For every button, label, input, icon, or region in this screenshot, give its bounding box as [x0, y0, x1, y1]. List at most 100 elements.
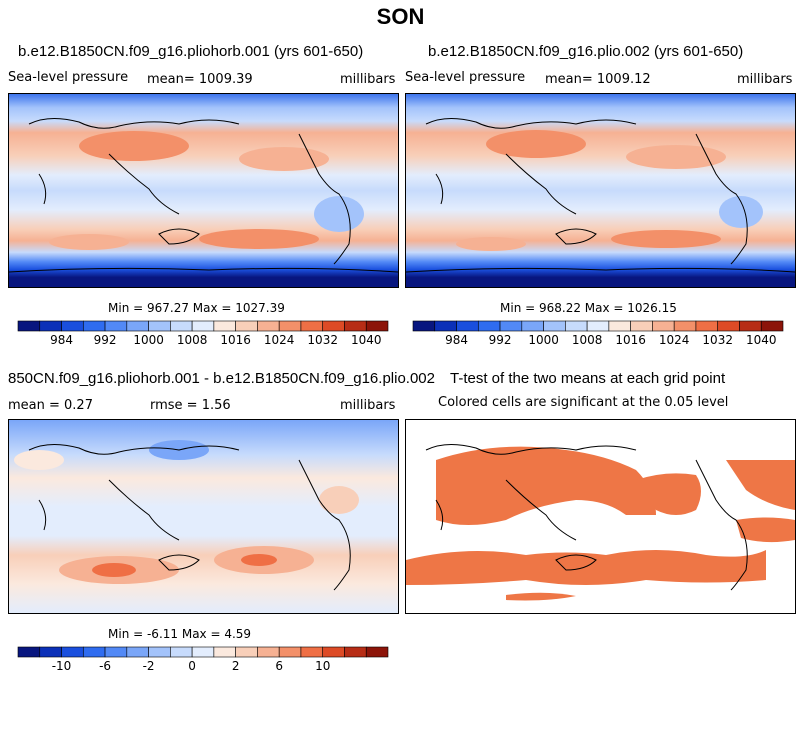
colorbar-1-tick-label: 1024	[264, 333, 295, 347]
colorbar-2-swatch	[521, 320, 544, 332]
colorbar-2-tick-label: 1032	[702, 333, 733, 347]
colorbar-3-tick-label: -6	[99, 659, 111, 673]
colorbar-1-swatch	[148, 320, 171, 332]
panel-1-map-field	[9, 94, 398, 287]
colorbar-2-tick-label: 1016	[615, 333, 646, 347]
panel-2-units-label: millibars	[737, 72, 793, 87]
panel-2-map	[405, 93, 796, 288]
colorbar-2-swatch	[586, 320, 610, 332]
colorbar-2-swatch	[608, 320, 631, 332]
panel-2-map-field	[406, 94, 795, 287]
colorbar-2-swatch	[434, 320, 457, 332]
colorbar-2-swatch	[499, 320, 523, 332]
colorbar-2-swatch	[760, 320, 784, 332]
colorbar-2-swatch	[412, 320, 436, 332]
panel-1-units-label: millibars	[340, 72, 396, 87]
colorbar-1-swatch	[126, 320, 149, 332]
colorbar-3-swatch	[365, 646, 389, 658]
panel-3-minmax: Min = -6.11 Max = 4.59	[108, 627, 252, 641]
panel-2-mean-label: mean= 1009.12	[545, 72, 651, 87]
colorbar-3-tick-label: 6	[275, 659, 283, 673]
colorbar-1-tick-label: 1040	[351, 333, 382, 347]
panel-4-map-field	[406, 420, 795, 613]
colorbar-1-swatch	[257, 320, 280, 332]
colorbar-2-swatch	[652, 320, 675, 332]
colorbar-1-swatch	[278, 320, 302, 332]
panel-2-colorbar: 984 992 1000 1008 1016 1024 1032 1040	[412, 320, 784, 347]
colorbar-2-tick-label: 1008	[572, 333, 603, 347]
colorbar-2-tick-label: 1024	[659, 333, 690, 347]
panel-3-mean-label: mean = 0.27	[8, 398, 93, 413]
colorbar-1-tick-label: 1016	[220, 333, 251, 347]
panel-1-map	[8, 93, 399, 288]
colorbar-2-tick-label: 1000	[528, 333, 559, 347]
panel-3-map	[8, 419, 399, 614]
colorbar-1-swatch	[235, 320, 258, 332]
colorbar-1-swatch	[300, 320, 324, 332]
colorbar-1-swatch	[170, 320, 193, 332]
colorbar-1-swatch	[322, 320, 345, 332]
colorbar-1-swatch	[82, 320, 106, 332]
colorbar-3-swatch	[104, 646, 128, 658]
panel-1-title: b.e12.B1850CN.f09_g16.pliohorb.001 (yrs …	[18, 43, 364, 60]
colorbar-1-tick-label: 1008	[177, 333, 208, 347]
colorbar-2-swatch	[695, 320, 719, 332]
panel-4-subtitle: Colored cells are significant at the 0.0…	[438, 395, 729, 410]
page-title: SON	[376, 4, 425, 29]
colorbar-2-swatch	[543, 320, 566, 332]
colorbar-3-tick-label: -2	[143, 659, 155, 673]
colorbar-3-swatch	[235, 646, 258, 658]
colorbar-3-tick-label: 2	[232, 659, 240, 673]
colorbar-1-tick-label: 1000	[133, 333, 164, 347]
colorbar-2-swatch	[565, 320, 588, 332]
colorbar-2-swatch	[717, 320, 740, 332]
colorbar-2-swatch	[673, 320, 697, 332]
colorbar-3-tick-label: 0	[188, 659, 196, 673]
colorbar-1-swatch	[17, 320, 41, 332]
colorbar-3-swatch	[82, 646, 106, 658]
panel-3-units-label: millibars	[340, 398, 396, 413]
panel-1-mean-label: mean= 1009.39	[147, 72, 253, 87]
colorbar-1-tick-label: 1032	[307, 333, 338, 347]
colorbar-2-swatch	[630, 320, 653, 332]
colorbar-1-swatch	[213, 320, 236, 332]
colorbar-1-swatch	[191, 320, 215, 332]
panel-4-title: T-test of the two means at each grid poi…	[450, 370, 726, 387]
colorbar-2-swatch	[456, 320, 479, 332]
panel-3-rmse-label: rmse = 1.56	[150, 398, 231, 413]
colorbar-1-tick-label: 984	[50, 333, 73, 347]
colorbar-1-tick-label: 992	[94, 333, 117, 347]
colorbar-2-tick-label: 984	[445, 333, 468, 347]
colorbar-1-swatch	[344, 320, 367, 332]
colorbar-2-tick-label: 1040	[746, 333, 777, 347]
colorbar-3-swatch	[322, 646, 345, 658]
colorbar-3-swatch	[257, 646, 280, 658]
colorbar-3-swatch	[39, 646, 62, 658]
colorbar-3-swatch	[148, 646, 171, 658]
colorbar-3-swatch	[278, 646, 302, 658]
colorbar-2-tick-label: 992	[489, 333, 512, 347]
colorbar-3-swatch	[61, 646, 84, 658]
colorbar-3-swatch	[213, 646, 236, 658]
colorbar-3-tick-label: -10	[52, 659, 72, 673]
colorbar-3-swatch	[170, 646, 193, 658]
colorbar-3-swatch	[344, 646, 367, 658]
colorbar-3-swatch	[300, 646, 324, 658]
colorbar-1-swatch	[365, 320, 389, 332]
panel-2-variable-label: Sea-level pressure	[405, 70, 526, 85]
panel-3-title: 850CN.f09_g16.pliohorb.001 - b.e12.B1850…	[8, 370, 435, 387]
colorbar-2-swatch	[477, 320, 501, 332]
colorbar-3-swatch	[17, 646, 41, 658]
colorbar-2-swatch	[739, 320, 762, 332]
panel-2-minmax: Min = 968.22 Max = 1026.15	[500, 301, 677, 315]
panel-2-title: b.e12.B1850CN.f09_g16.plio.002 (yrs 601-…	[428, 43, 744, 60]
colorbar-3-swatch	[191, 646, 215, 658]
panel-4-map	[405, 419, 796, 614]
colorbar-3-tick-label: 10	[315, 659, 330, 673]
panel-3-colorbar: -10 -6 -2 0 2 6 10	[17, 646, 389, 673]
colorbar-1-swatch	[39, 320, 62, 332]
panel-3-map-field	[9, 420, 398, 613]
panel-1-colorbar: 984 992 1000 1008 1016 1024 1032 1040	[17, 320, 389, 347]
panel-1-minmax: Min = 967.27 Max = 1027.39	[108, 301, 285, 315]
colorbar-3-swatch	[126, 646, 149, 658]
